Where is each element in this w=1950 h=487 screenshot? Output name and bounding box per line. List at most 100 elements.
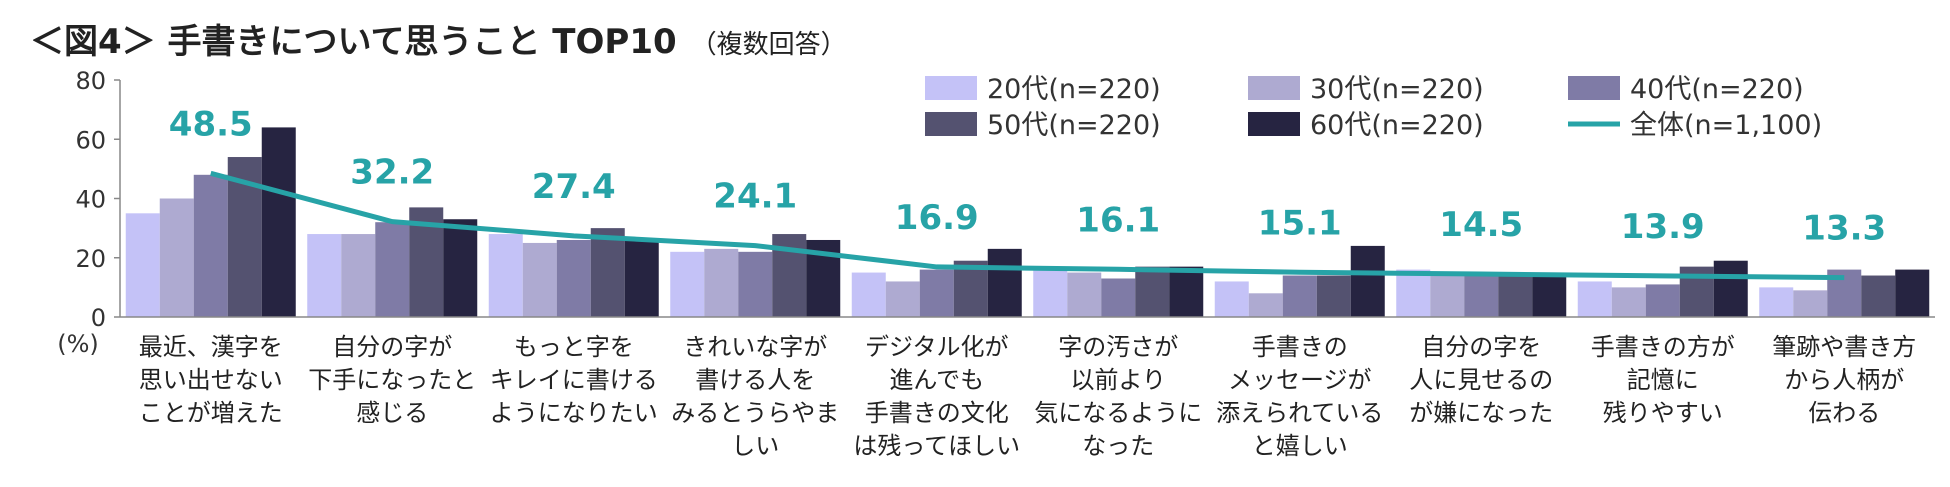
bar [556,239,591,317]
bar [1759,287,1794,317]
x-category-label: から人柄が [1784,366,1904,394]
x-category-label: 進んでも [889,366,984,394]
bar [1645,284,1680,317]
x-category-label: 以前より [1070,366,1166,394]
y-tick-label: 60 [75,126,106,154]
legend-swatch [1248,76,1300,100]
overall-data-label: 27.4 [532,167,616,207]
x-category-label: デジタル化が [865,333,1009,361]
y-tick-label: 0 [91,304,106,332]
bar [1214,281,1249,317]
bar [1169,266,1204,317]
x-category-label: しい [731,432,779,460]
bar [261,127,296,318]
x-category-label: 伝わる [1808,399,1880,427]
x-category-label: 手書きの [1252,333,1348,361]
y-tick-label: 40 [75,186,106,214]
x-category-label: 最近、漢字を [139,333,283,361]
bar [1532,275,1567,317]
bar [1396,269,1431,317]
chart-subtitle: （複数回答） [690,30,847,60]
legend-label: 30代(n=220) [1310,74,1484,105]
x-category-label: 人に見せるの [1409,366,1553,394]
overall-series-line [210,170,1845,281]
legend-swatch [925,76,977,100]
bar [704,248,739,317]
bar [341,234,376,317]
x-category-label: 自分の字が [332,333,452,361]
bar [851,272,886,317]
x-category-label: 添えられている [1216,399,1383,427]
x-category-label: 下手になったと [308,366,476,394]
bar [590,228,625,317]
bar [1713,260,1748,317]
x-category-label: 字の汚さが [1058,333,1178,361]
overall-data-label: 48.5 [169,104,253,144]
bar [443,219,478,317]
legend-label: 20代(n=220) [987,74,1161,105]
overall-data-label: 24.1 [713,177,797,217]
bar [159,198,194,317]
overall-data-label: 15.1 [1258,203,1342,243]
x-category-label: ようになりたい [490,399,658,427]
x-category-label: 手書きの方が [1591,333,1735,361]
overall-data-label: 14.5 [1439,205,1523,245]
x-category-label: 残りやすい [1603,399,1723,427]
x-category-label: 記憶に [1627,366,1699,394]
bar [125,213,160,317]
bar [1135,266,1170,317]
x-category-label: きれいな字が [683,333,827,361]
legend-swatch [925,112,977,136]
x-category-label: なった [1082,432,1154,460]
y-tick-label: 20 [75,245,106,273]
bar [1430,275,1465,317]
bar [953,260,988,317]
bar [670,251,705,317]
y-tick-label: 80 [75,67,106,95]
bar [987,248,1022,317]
overall-data-label: 13.9 [1621,207,1705,247]
bar [375,222,410,317]
x-category-label: 書ける人を [695,366,815,394]
legend-label: 50代(n=220) [987,110,1161,141]
bar [193,174,228,317]
bar [1611,287,1646,317]
x-category-label: ことが増えた [139,399,283,427]
bar [1793,290,1828,317]
bar [1282,275,1317,317]
bar [1316,275,1351,317]
y-axis-unit-label: (%) [57,330,99,358]
bar [522,242,557,317]
overall-data-label: 16.1 [1076,200,1160,240]
x-category-label: 手書きの文化 [865,399,1009,427]
x-category-label: もっと字を [514,333,634,361]
overall-data-label: 13.3 [1802,209,1886,249]
x-category-label: が嫌になった [1409,399,1553,427]
x-category-label: キレイに書ける [490,366,658,394]
bar [1464,275,1499,317]
x-category-label: 気になるように [1034,399,1202,427]
legend-label: 40代(n=220) [1630,74,1804,105]
bar [1101,278,1136,317]
bar [1248,293,1283,317]
x-category-label: 感じる [356,399,428,427]
bar [307,234,342,317]
legend-label: 60代(n=220) [1310,110,1484,141]
overall-data-label: 32.2 [350,153,434,193]
overall-data-label: 16.9 [895,198,979,238]
x-category-label: 筆跡や書き方 [1772,333,1916,361]
x-category-label: 自分の字を [1421,333,1541,361]
bar [488,234,523,317]
bar [1350,245,1385,317]
x-category-label: 思い出せない [139,366,283,394]
x-category-label: と嬉しい [1252,432,1348,460]
bar [919,269,954,317]
x-category-label: メッセージが [1228,366,1372,394]
chart-title-main: ＜図4＞ 手書きについて思うこと TOP10 [30,22,677,62]
x-category-label: は残ってほしい [853,432,1020,460]
bar [738,251,773,317]
x-category-label: みるとうらやま [671,399,839,427]
bar [624,239,659,317]
chart-title: ＜図4＞ 手書きについて思うこと TOP10 （複数回答） [30,14,847,63]
